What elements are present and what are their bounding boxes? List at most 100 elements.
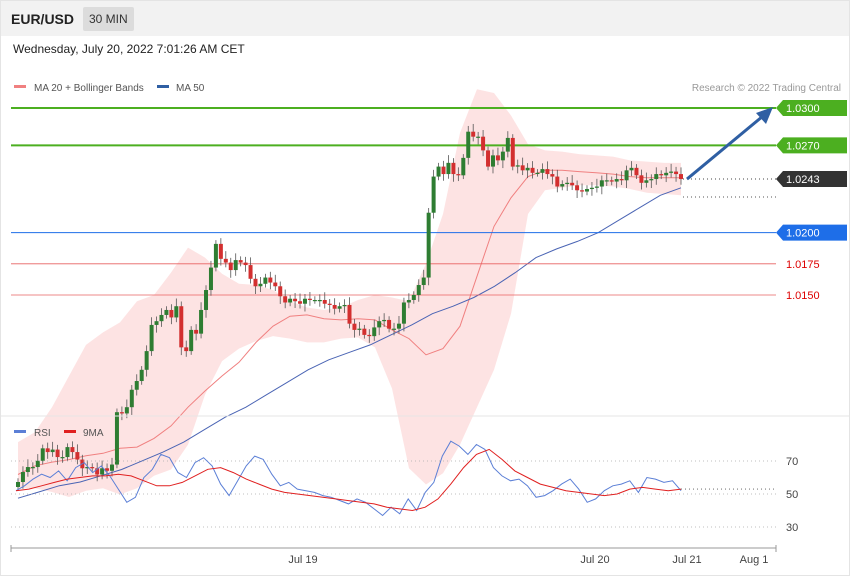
- candle-body: [302, 298, 307, 304]
- candle-body: [243, 262, 248, 266]
- forecast-arrow-head: [756, 107, 773, 124]
- candle-body: [599, 180, 604, 187]
- level-tag-1-0270: [776, 137, 847, 154]
- candle-body: [659, 174, 664, 176]
- candle-body: [322, 299, 327, 304]
- legend-swatch-ma50: [157, 85, 169, 88]
- forecast-arrow-layer: [686, 107, 773, 181]
- candle-body: [466, 131, 471, 158]
- level-label-1-0300: 1.0300: [786, 103, 820, 115]
- candle-body: [283, 296, 288, 303]
- candles-layer: [16, 123, 683, 491]
- x-tick-aug1: Aug 1: [740, 554, 769, 566]
- level-tag-1-0243: [776, 171, 847, 188]
- legend-rsi: RSI: [34, 428, 51, 439]
- candle-body: [159, 314, 164, 322]
- candle-body: [362, 328, 367, 335]
- candle-body: [624, 170, 629, 181]
- timeframe-badge[interactable]: 30 MIN: [83, 7, 134, 31]
- candle-body: [134, 381, 139, 390]
- candle-body: [614, 179, 619, 182]
- candle-body: [555, 176, 560, 187]
- candle-body: [30, 467, 35, 469]
- ma50-line: [17, 187, 682, 499]
- candle-body: [258, 283, 263, 287]
- candle-body: [416, 285, 421, 295]
- candle-body: [476, 136, 481, 138]
- rsi-y-tick-50: 50: [786, 489, 798, 501]
- candle-body: [441, 166, 446, 175]
- candle-body: [540, 169, 545, 173]
- candle-body: [446, 162, 451, 175]
- candle-body: [644, 180, 649, 183]
- candle-body: [278, 286, 283, 297]
- legend-bollinger: MA 20 + Bollinger Bands: [34, 83, 144, 94]
- chart-header: EUR/USD 30 MIN: [1, 1, 849, 36]
- candle-body: [372, 327, 377, 337]
- candle-body: [317, 299, 322, 302]
- level-label-1-0270: 1.0270: [786, 140, 820, 152]
- candle-body: [85, 467, 90, 469]
- candle-body: [604, 180, 609, 182]
- x-tick-jul19: Jul 19: [288, 554, 317, 566]
- candle-body: [575, 185, 580, 191]
- candle-body: [16, 482, 20, 487]
- candle-body: [268, 277, 273, 283]
- chart-datetime: Wednesday, July 20, 2022 7:01:26 AM CET: [13, 42, 245, 56]
- candle-body: [456, 174, 461, 176]
- candle-body: [248, 265, 253, 279]
- legend-rsi-ma: 9MA: [83, 428, 104, 439]
- candle-body: [401, 302, 406, 324]
- candle-body: [500, 151, 505, 161]
- candle-body: [337, 306, 342, 309]
- candle-body: [594, 186, 599, 188]
- candle-body: [589, 187, 594, 190]
- candle-body: [179, 306, 184, 348]
- candle-body: [307, 298, 312, 300]
- candle-body: [204, 290, 209, 310]
- candle-body: [535, 172, 540, 175]
- level-label-1-0150: 1.0150: [786, 290, 820, 302]
- candle-body: [530, 167, 535, 173]
- candle-body: [154, 321, 159, 325]
- candle-body: [119, 412, 124, 414]
- candle-body: [421, 277, 426, 286]
- legend-ma50: MA 50: [176, 83, 205, 94]
- candle-body: [75, 452, 80, 460]
- candle-body: [382, 319, 387, 322]
- candle-body: [169, 309, 174, 318]
- candle-body: [55, 449, 60, 458]
- candle-body: [144, 351, 149, 370]
- candle-body: [253, 278, 258, 287]
- candle-body: [570, 182, 575, 186]
- candle-body: [471, 131, 476, 137]
- candle-body: [293, 298, 298, 302]
- candle-body: [25, 467, 30, 473]
- candle-body: [223, 258, 228, 263]
- candle-body: [609, 180, 614, 182]
- candle-body: [505, 137, 510, 152]
- level-label-1-0175: 1.0175: [786, 259, 820, 271]
- candle-body: [228, 262, 233, 271]
- candle-body: [584, 189, 589, 192]
- candle-body: [486, 150, 491, 167]
- candle-body: [199, 309, 204, 334]
- candle-body: [490, 155, 495, 167]
- candle-body: [426, 212, 431, 278]
- candle-body: [352, 323, 357, 330]
- candle-body: [288, 298, 293, 303]
- bollinger-band-area: [18, 89, 681, 498]
- level-label-1-0200: 1.0200: [786, 228, 820, 240]
- candle-body: [327, 303, 332, 305]
- forecast-arrow-shaft: [686, 114, 764, 181]
- candle-body: [208, 267, 213, 291]
- candle-body: [550, 174, 555, 177]
- candle-body: [174, 306, 179, 318]
- legend-swatch-rsi-ma: [64, 430, 76, 433]
- candle-body: [634, 167, 639, 176]
- candle-body: [679, 174, 683, 180]
- candle-body: [510, 137, 515, 167]
- rsi-ma-line: [15, 448, 682, 512]
- candle-body: [233, 260, 238, 271]
- candle-body: [189, 329, 194, 352]
